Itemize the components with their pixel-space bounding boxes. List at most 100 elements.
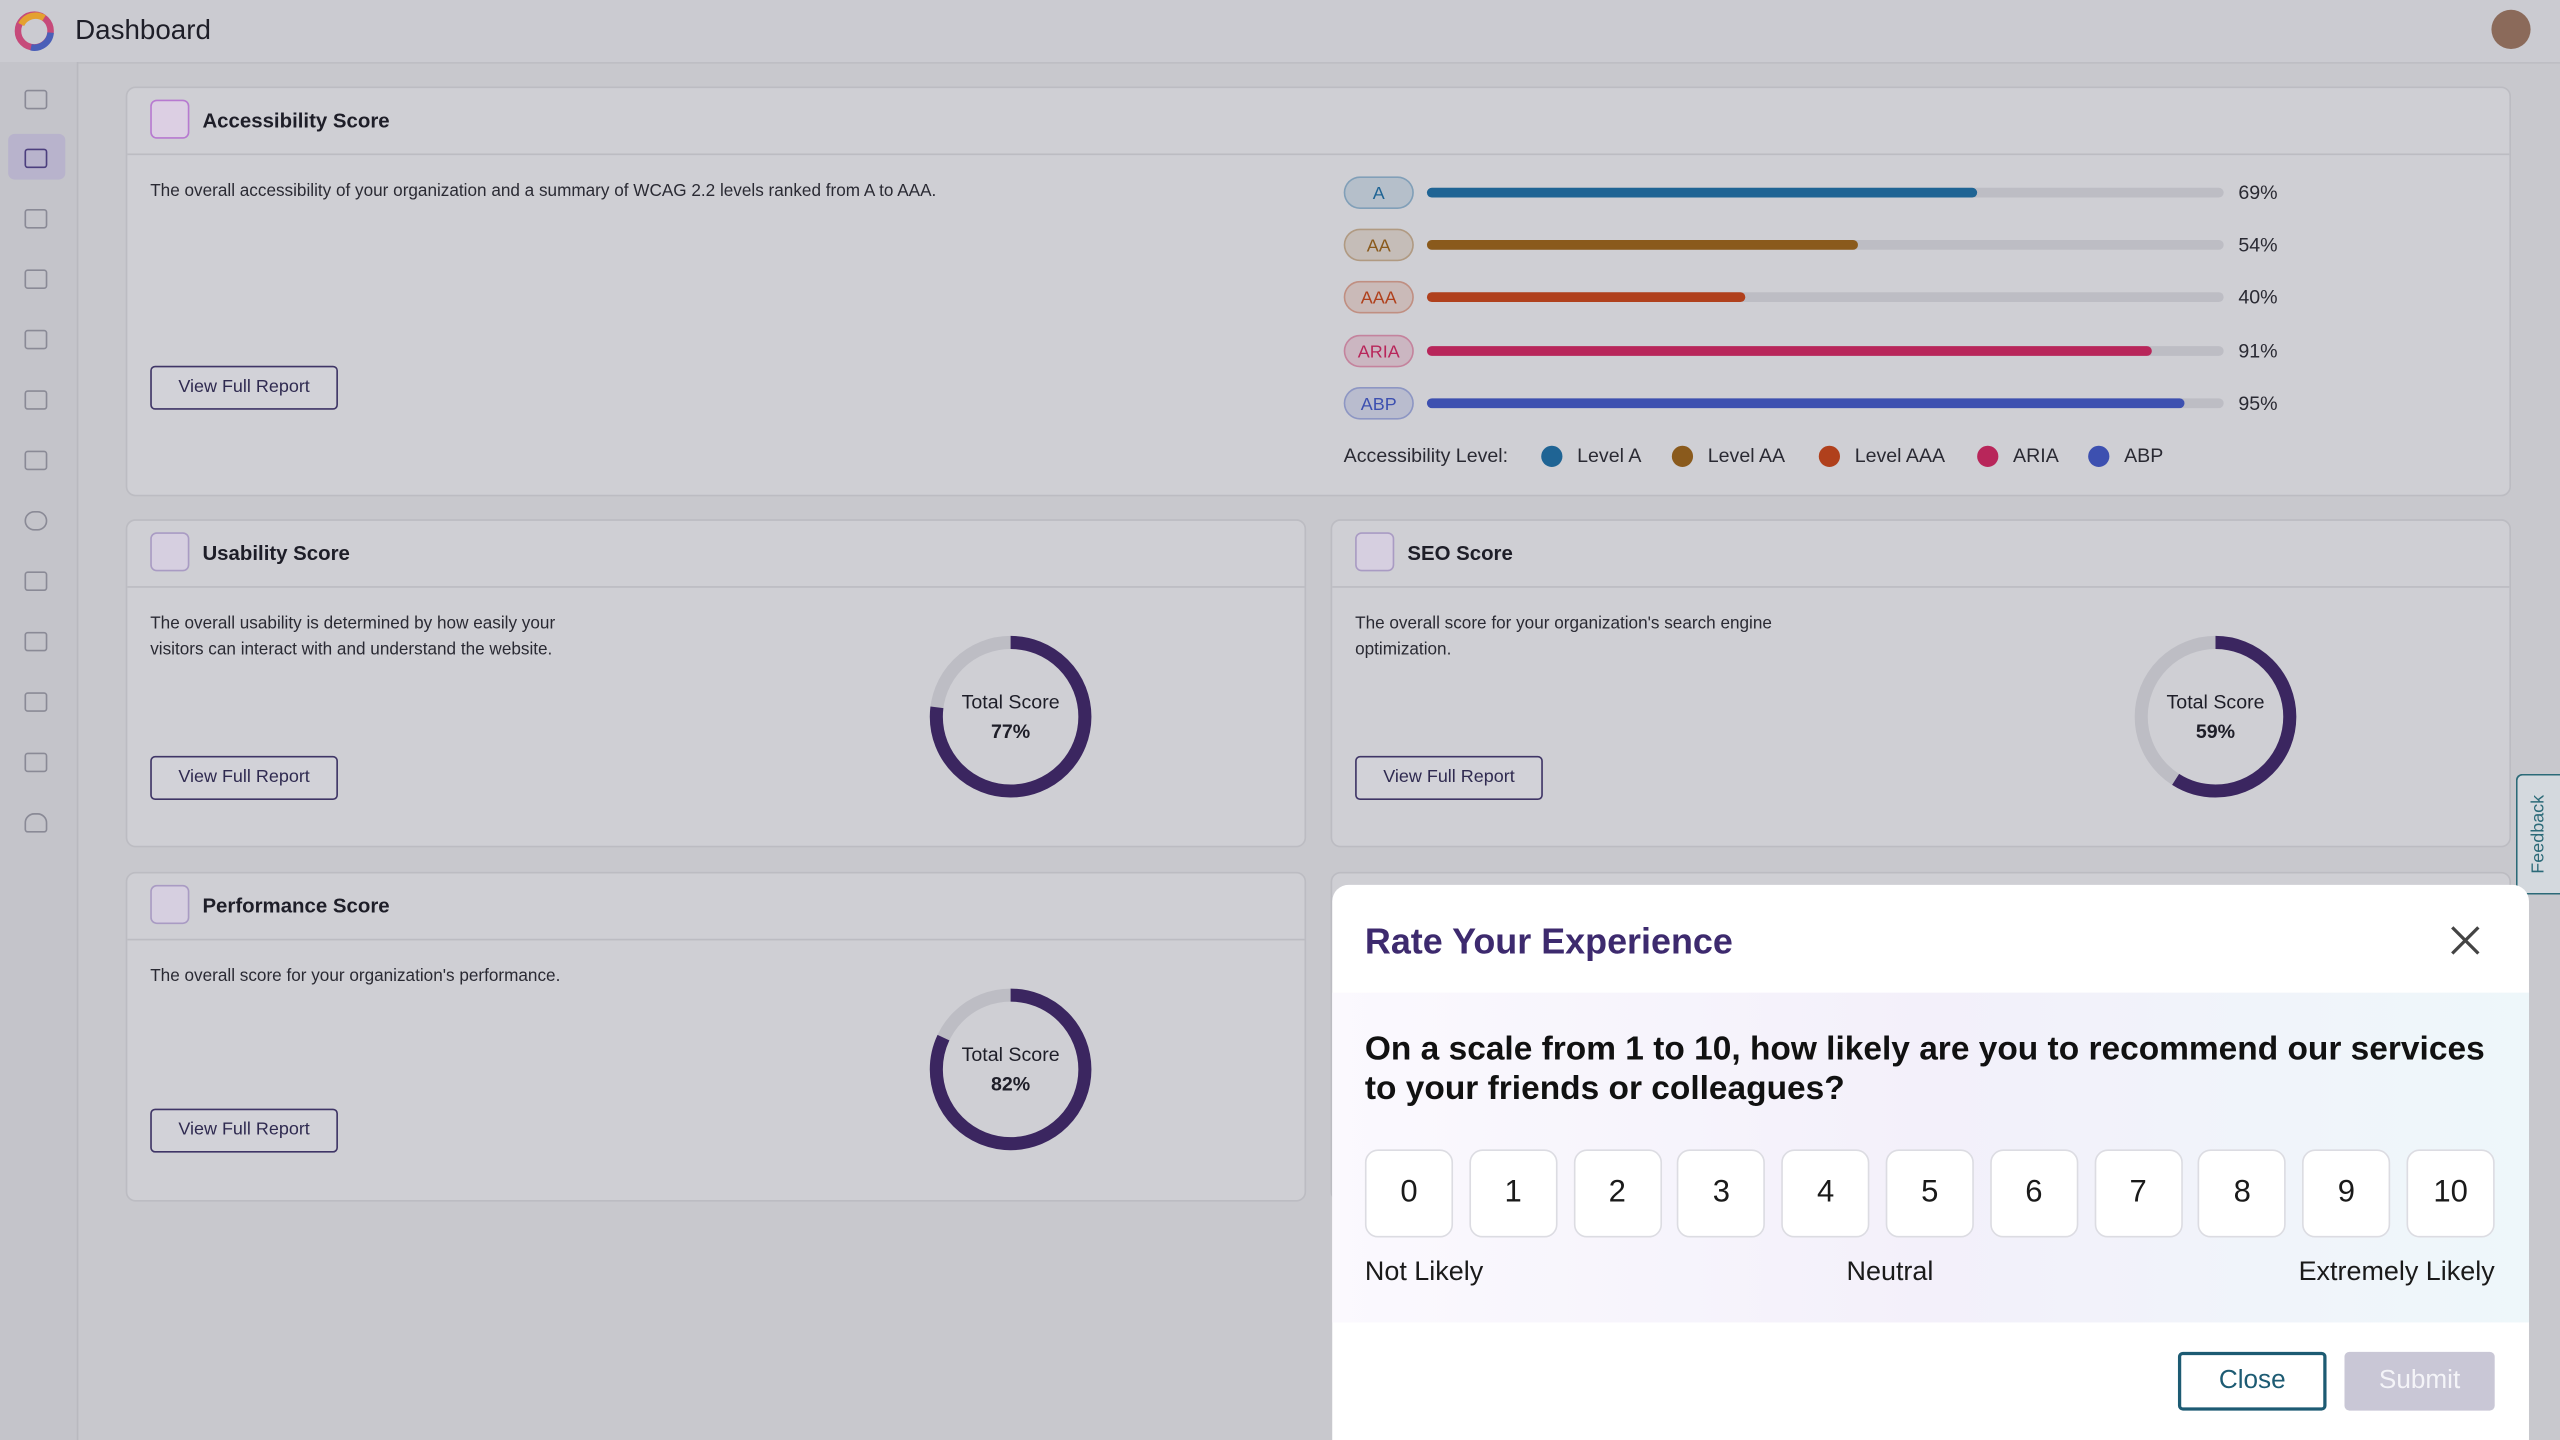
view-report-button[interactable]: View Full Report — [150, 365, 338, 410]
score-title: Total Score — [961, 1043, 1060, 1067]
card-title: Usability Score — [202, 542, 350, 565]
bar-value: 91% — [2238, 338, 2278, 362]
submit-button[interactable]: Submit — [2344, 1351, 2495, 1411]
low-label: Not Likely — [1364, 1257, 1484, 1287]
score-card: Usability Score The overall usability is … — [125, 519, 1307, 848]
rating-option[interactable]: 1 — [1469, 1149, 1558, 1238]
nav-icon[interactable] — [24, 631, 48, 652]
card-description: The overall score for your organization'… — [150, 966, 561, 987]
nav-icon[interactable] — [24, 148, 48, 169]
view-report-button[interactable]: View Full Report — [150, 755, 338, 800]
bar-value: 40% — [2238, 286, 2278, 310]
donut — [929, 635, 1092, 798]
bar — [1426, 398, 2184, 408]
rating-option[interactable]: 10 — [2406, 1149, 2495, 1238]
bar — [1426, 187, 1977, 198]
rating-option[interactable]: 0 — [1364, 1149, 1454, 1238]
rating-option[interactable]: 6 — [1989, 1149, 2079, 1238]
legend-label: ARIA — [2013, 444, 2059, 467]
question: On a scale from 1 to 10, how likely are … — [1364, 1030, 2485, 1107]
nav-icon[interactable] — [24, 390, 48, 410]
legend-label: Level A — [1577, 444, 1642, 467]
card-icon — [150, 99, 190, 139]
rating-modal: Rate Your Experience On a scale from 1 t… — [1332, 884, 2529, 1440]
nav-icon[interactable] — [24, 329, 48, 350]
view-report-button[interactable]: View Full Report — [1355, 755, 1543, 800]
rating-option[interactable]: 8 — [2198, 1149, 2287, 1238]
donut-arc — [929, 988, 1092, 1151]
card-title: SEO Score — [1407, 542, 1513, 565]
score-value: 77% — [990, 719, 1031, 743]
nav-icon[interactable] — [24, 571, 48, 592]
rating-option[interactable]: 2 — [1573, 1149, 1662, 1238]
card-icon — [150, 532, 190, 572]
nav-icon[interactable] — [24, 208, 48, 229]
bar — [1426, 345, 2152, 356]
card-icon — [1355, 532, 1395, 572]
level-badge: ARIA — [1343, 334, 1414, 367]
legend-title: Accessibility Level: — [1343, 444, 1509, 467]
card-header: SEO Score — [1332, 521, 2510, 588]
legend-label: Level AA — [1707, 444, 1786, 467]
donut-arc — [929, 635, 1092, 798]
rating-option[interactable]: 5 — [1885, 1149, 1974, 1238]
bar — [1426, 240, 1858, 251]
close-button[interactable]: Close — [2177, 1351, 2327, 1411]
modal-title: Rate Your Experience — [1364, 920, 1733, 962]
nav-icon[interactable] — [24, 450, 48, 471]
level-badge: AAA — [1343, 281, 1414, 315]
card-header: Accessibility Score — [127, 88, 2510, 156]
feedback-label: Feedback — [2528, 794, 2549, 874]
rating-option[interactable]: 3 — [1677, 1149, 1766, 1238]
donut — [2134, 635, 2297, 798]
card-description: The overall usability is determined by h… — [150, 613, 556, 660]
rating-option[interactable]: 7 — [2094, 1149, 2183, 1238]
legend-dot — [1541, 445, 1563, 467]
score-value: 82% — [990, 1072, 1031, 1096]
score-value: 59% — [2195, 719, 2236, 743]
bar-track — [1426, 292, 2224, 303]
mid-label: Neutral — [1846, 1257, 1934, 1287]
score-title: Total Score — [961, 690, 1060, 714]
level-badge: ABP — [1343, 386, 1414, 420]
legend-dot — [1977, 445, 1999, 467]
legend-dot — [1818, 445, 1840, 467]
sidebar — [0, 62, 79, 1440]
active-item[interactable] — [8, 133, 66, 180]
legend-dot — [1671, 445, 1694, 467]
view-report-button[interactable]: View Full Report — [150, 1108, 338, 1153]
bar-value: 54% — [2238, 233, 2278, 257]
donut — [929, 988, 1092, 1151]
level-badge: A — [1343, 176, 1414, 209]
bar-value: 95% — [2238, 391, 2278, 415]
legend-dot — [2088, 445, 2110, 467]
rating-option[interactable]: 9 — [2302, 1149, 2391, 1238]
score-title: Total Score — [2166, 690, 2265, 714]
legend-label: Level AAA — [1854, 444, 1946, 467]
logo — [14, 11, 54, 51]
card-header: Usability Score — [127, 521, 1305, 588]
avatar[interactable] — [2491, 9, 2531, 49]
rating-option[interactable]: 4 — [1781, 1149, 1870, 1238]
level-badge: AA — [1343, 228, 1414, 262]
feedback-tab[interactable]: Feedback — [2515, 773, 2560, 895]
card-title: Performance Score — [202, 894, 390, 918]
score-card: Performance Score The overall score for y… — [125, 871, 1307, 1202]
close-icon[interactable] — [2449, 924, 2482, 957]
card-icon — [150, 884, 190, 925]
nav-icon[interactable] — [24, 752, 48, 773]
card-description: The overall accessibility of your organi… — [150, 181, 937, 201]
legend-label: ABP — [2124, 444, 2164, 467]
nav-icon[interactable] — [24, 89, 48, 110]
nav-icon[interactable] — [24, 511, 48, 531]
accessibility-card: Accessibility Score The overall accessib… — [125, 86, 2512, 497]
bar — [1426, 292, 1746, 303]
page-title: Dashboard — [75, 14, 211, 46]
high-label: Extremely Likely — [2298, 1257, 2495, 1287]
score-card: SEO Score The overall score for your orga… — [1330, 519, 2512, 848]
nav-icon[interactable] — [24, 813, 48, 833]
top-bar: Dashboard — [0, 0, 2560, 64]
nav-icon[interactable] — [24, 692, 48, 712]
nav-icon[interactable] — [24, 269, 48, 289]
